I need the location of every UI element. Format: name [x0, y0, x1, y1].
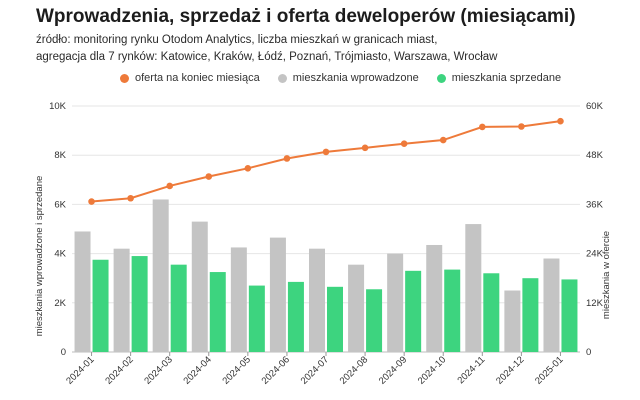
- x-tick-label: 2024-08: [338, 354, 370, 386]
- bar-introduced: [543, 258, 560, 352]
- bar-sold: [444, 269, 461, 352]
- point-offer: [244, 165, 252, 172]
- y-tick-label-left: 10K: [49, 101, 67, 112]
- legend-swatch-sold: [436, 73, 446, 83]
- bar-sold: [170, 264, 187, 352]
- point-offer: [283, 155, 291, 162]
- legend-swatch-introduced: [277, 73, 287, 83]
- point-offer: [400, 140, 408, 148]
- x-tick-label: 2024-02: [103, 354, 135, 386]
- legend-item-sold: mieszkania sprzedane: [436, 72, 562, 84]
- point-offer: [557, 117, 564, 125]
- bar-introduced: [348, 264, 365, 352]
- point-offer: [127, 194, 134, 202]
- y-tick-label-left: 8K: [54, 150, 66, 161]
- bar-introduced: [465, 224, 482, 352]
- y-tick-label-left: 0: [61, 347, 66, 358]
- y-tick-label-left: 4K: [54, 249, 66, 260]
- point-offer: [322, 148, 330, 156]
- point-offer: [205, 173, 213, 180]
- y-tick-label-left: 6K: [54, 199, 66, 210]
- x-tick-label: 2024-06: [260, 354, 292, 386]
- legend-label-introduced: mieszkania wprowadzone: [292, 72, 419, 84]
- bar-introduced: [74, 231, 91, 352]
- bar-sold: [522, 278, 539, 352]
- line-layer: [88, 117, 564, 205]
- point-offer: [439, 136, 447, 144]
- bar-sold: [366, 289, 383, 352]
- point-offer: [479, 123, 486, 131]
- bar-introduced: [387, 253, 404, 352]
- y-tick-label-right: 36K: [586, 199, 604, 210]
- x-tick-label: 2024-12: [494, 354, 526, 386]
- bar-sold: [131, 256, 148, 352]
- y-axis-title-right: mieszkania w ofercie: [601, 231, 612, 319]
- chart-title: Wprowadzenia, sprzedaż i oferta dewelope…: [36, 6, 576, 27]
- legend-swatch-offer: [120, 73, 129, 83]
- bar-sold: [248, 285, 265, 352]
- x-tick-label: 2024-07: [299, 354, 331, 386]
- bar-introduced: [152, 199, 169, 352]
- y-tick-label-left: 2K: [54, 298, 66, 309]
- y-tick-label-right: 0: [586, 347, 591, 358]
- x-tick-label: 2024-11: [455, 354, 487, 386]
- x-tick-label: 2024-03: [142, 354, 174, 386]
- bar-sold: [209, 272, 226, 352]
- point-offer: [361, 144, 369, 152]
- x-tick-label: 2024-01: [64, 354, 96, 386]
- x-tick-label: 2024-04: [181, 354, 213, 386]
- bar-introduced: [269, 237, 286, 352]
- legend-item-introduced: mieszkania wprowadzone: [277, 72, 419, 84]
- y-tick-label-right: 24K: [586, 249, 604, 260]
- chart-subtitle-line1: źródło: monitoring rynku Otodom Analytic…: [36, 34, 438, 46]
- bar-introduced: [504, 290, 521, 352]
- point-offer: [88, 198, 95, 205]
- bar-introduced: [230, 247, 247, 352]
- bar-sold: [483, 273, 500, 352]
- x-tick-label: 2024-05: [221, 354, 253, 386]
- bar-introduced: [426, 244, 443, 352]
- legend-label-offer: oferta na koniec miesiąca: [135, 72, 260, 84]
- bar-sold: [287, 281, 304, 352]
- y-tick-label-right: 48K: [586, 150, 604, 161]
- bar-sold: [92, 259, 109, 352]
- bar-introduced: [113, 248, 130, 352]
- bar-sold: [405, 270, 422, 352]
- x-tick-label: 2024-10: [416, 354, 448, 386]
- legend: oferta na koniec miesiąca mieszkania wpr…: [120, 72, 561, 84]
- bar-sold: [327, 286, 343, 352]
- bar-introduced: [191, 221, 208, 352]
- y-axis-title-left: mieszkania wprowadzone i sprzedane: [34, 176, 45, 337]
- y-tick-label-right: 60K: [586, 101, 604, 112]
- legend-item-offer: oferta na koniec miesiąca: [120, 72, 260, 84]
- bars-layer: [74, 199, 578, 352]
- y-tick-label-right: 12K: [586, 298, 604, 309]
- bar-introduced: [309, 248, 325, 352]
- point-offer: [518, 123, 525, 130]
- point-offer: [166, 182, 173, 190]
- grid-layer: [72, 105, 580, 353]
- x-tick-label: 2024-09: [377, 354, 409, 386]
- x-tick-label: 2025-01: [533, 354, 565, 386]
- line-offer: [91, 120, 561, 203]
- chart-subtitle-line2: agregacja dla 7 rynków: Katowice, Kraków…: [36, 51, 498, 63]
- legend-label-sold: mieszkania sprzedane: [451, 72, 562, 84]
- bar-sold: [561, 279, 578, 352]
